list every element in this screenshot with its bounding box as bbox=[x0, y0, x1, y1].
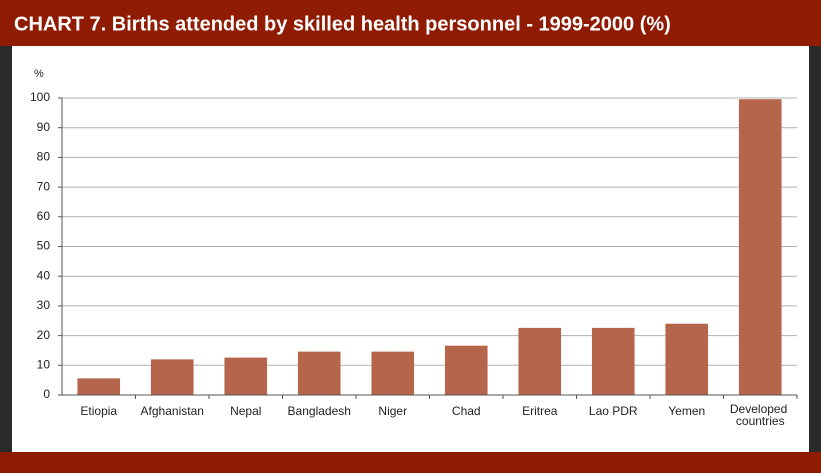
x-tick-label: Nepal bbox=[230, 404, 261, 418]
x-tick-label: Yemen bbox=[668, 404, 705, 418]
x-tick-label: Etiopia bbox=[80, 404, 117, 418]
bar bbox=[665, 323, 709, 395]
header-band bbox=[0, 0, 821, 46]
y-tick-label: 70 bbox=[37, 179, 51, 193]
x-tick-label: Eritrea bbox=[522, 404, 558, 418]
bar bbox=[77, 378, 121, 395]
right-edge bbox=[809, 46, 821, 452]
y-tick-label: 80 bbox=[37, 150, 51, 164]
x-tick-label: Bangladesh bbox=[288, 404, 351, 418]
y-tick-label: 0 bbox=[43, 387, 50, 401]
bar bbox=[297, 351, 341, 395]
y-tick-label: 40 bbox=[37, 268, 51, 282]
bar bbox=[518, 327, 562, 395]
bar bbox=[150, 359, 194, 395]
x-tick-label: Developed countries bbox=[730, 402, 791, 428]
chart-title: CHART 7. Births attended by skilled heal… bbox=[14, 13, 671, 35]
y-tick-label: 30 bbox=[37, 298, 51, 312]
x-tick-label: Lao PDR bbox=[589, 404, 638, 418]
bar bbox=[444, 345, 488, 395]
y-tick-label: 90 bbox=[37, 120, 51, 134]
footer-band bbox=[0, 452, 821, 473]
x-tick-label: Chad bbox=[452, 404, 481, 418]
bar bbox=[371, 351, 415, 395]
y-tick-label: 10 bbox=[37, 357, 51, 371]
x-tick-label: Niger bbox=[378, 404, 407, 418]
bar bbox=[591, 327, 635, 395]
y-tick-label: 100 bbox=[30, 90, 50, 104]
y-tick-label: 60 bbox=[37, 209, 51, 223]
y-tick-label: 50 bbox=[37, 239, 51, 253]
bar bbox=[738, 99, 782, 396]
x-tick-label: Afghanistan bbox=[141, 404, 204, 418]
y-axis-label: % bbox=[34, 68, 44, 80]
left-edge bbox=[0, 46, 12, 452]
y-tick-label: 20 bbox=[37, 328, 51, 342]
bar bbox=[224, 357, 268, 395]
